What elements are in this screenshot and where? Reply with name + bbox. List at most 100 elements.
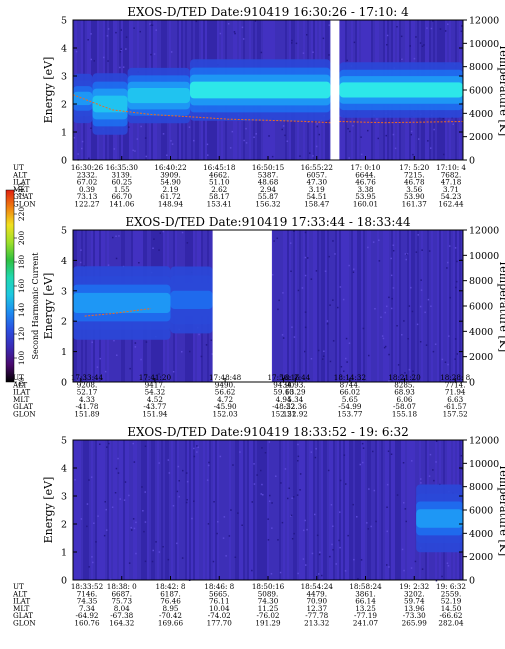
panel-3-ephem-alt-7: 3202. [404, 589, 425, 598]
panel-3-ytick-label-5: 5 [61, 436, 67, 447]
panel-1-y2tick-label-0: 0 [469, 156, 475, 167]
panel-3-ephem-ut-5: 18:54:24 [301, 582, 334, 591]
panel-1-ephem-alt-2: 3909. [160, 170, 181, 179]
panel-2-ephem-mlt-1: 4.52 [147, 395, 163, 404]
panel-1-ephem-alt-5: 6057. [306, 170, 327, 179]
panel-1-ephem-alt-3: 4662. [209, 170, 230, 179]
panel-2-title: EXOS-D/TED Date:910419 17:33:44 - 18:33:… [125, 215, 411, 229]
panel-2-ephem-ilat-3: 59.10 [273, 388, 294, 397]
panel-3-ephem-ilat-3: 76.11 [209, 597, 230, 606]
panel-1-ephem-glon-1: 141.06 [109, 200, 135, 209]
panel-1-ephem-mlt-6: 3.38 [357, 185, 373, 194]
panel-1-ephem-ilat-6: 46.76 [355, 178, 376, 187]
panel-2-ephem-alt-0: 9208. [77, 380, 98, 389]
panel-3-ephem-glat-5: -77.78 [305, 611, 328, 620]
panel-3-ephem-ilat-0: 74.35 [77, 597, 98, 606]
panel-1-ephem-glon-3: 153.41 [207, 200, 232, 209]
panel-3-ephem-alt-8: 2559. [441, 589, 462, 598]
panel-1-y2label: Temperature [K] [497, 44, 505, 136]
panel-1-y2tick-label-4: 8000 [469, 62, 493, 73]
panel-1-ephem-glat-8: 54.23 [441, 192, 462, 201]
panel-2-ephem-alt-1: 9417. [145, 380, 166, 389]
colorbar-tick-label-200: 200 [17, 231, 26, 246]
panel-1-ephem-mlt-0: 0.39 [79, 185, 95, 194]
panel-3-ephem-glon-7: 265.99 [402, 619, 428, 628]
panel-2-ephem-label-glat: GLAT [13, 402, 33, 411]
colorbar-tick-label-160: 160 [17, 279, 26, 294]
panel-1-ephem-glat-7: 53.90 [404, 192, 425, 201]
panel-3-ephem-label-ut: UT [13, 582, 24, 591]
panel-1-ephem-glon-0: 122.27 [74, 200, 100, 209]
panel-3-ephem-ilat-6: 66.14 [355, 597, 376, 606]
colorbar-tick-label-180: 180 [17, 255, 26, 270]
panel-3-ephem-alt-1: 6687. [111, 589, 132, 598]
panel-3-y2tick-label-0: 0 [469, 576, 475, 587]
panel-3-ytick-label-4: 4 [61, 464, 67, 475]
panel-1-band-1-layer-3 [92, 95, 128, 113]
panel-2-y2tick-label-1: 2000 [469, 352, 493, 363]
panel-3-ephem-ilat-1: 75.73 [111, 597, 132, 606]
panel-2-ephem-glat-5: -54.99 [338, 402, 361, 411]
panel-3-ephem-ut-8: 19: 6:32 [436, 582, 466, 591]
panel-1-ephem-ut-6: 17: 0:10 [351, 163, 381, 172]
panel-3-y2tick-label-5: 10000 [469, 459, 499, 470]
panel-1-y2tick-label-1: 2000 [469, 132, 493, 143]
panel-2-ephem-ilat-6: 68.93 [394, 388, 415, 397]
panel-3-y2label: Temperature [K] [497, 464, 505, 556]
panel-3-ephem-label-ilat: ILAT [13, 597, 30, 606]
panel-3-ephem-alt-6: 3861. [355, 589, 376, 598]
panel-1-y2tick-label-6: 12000 [469, 16, 499, 27]
panel-1-ephem-glon-5: 158.47 [304, 200, 330, 209]
panel-3-ephem-glat-2: -70.42 [159, 611, 182, 620]
panel-2-ephem-glon-3: 152.21 [271, 410, 296, 419]
panel-1-ephem-ut-4: 16:50:15 [252, 163, 285, 172]
panel-3-ephem-ilat-7: 59.74 [404, 597, 425, 606]
panel-3-band-0-layer-3 [416, 509, 463, 528]
panel-1-ephem-ut-3: 16:45:18 [203, 163, 236, 172]
panel-3-ephem-mlt-3: 10.04 [209, 604, 230, 613]
panel-2-ephem-ut-3: 17:56:16 [267, 373, 300, 382]
panel-2-ephem-ut-7: 18:28: 8 [440, 373, 470, 382]
panel-2-ephem-alt-5: 8744. [340, 380, 361, 389]
panel-1-ephem-glat-6: 53.95 [355, 192, 376, 201]
panel-1-ephem-mlt-1: 1.55 [114, 185, 130, 194]
panel-3-ephem-label-glon: GLON [13, 619, 36, 628]
panel-2-ephem-alt-7: 7714. [445, 380, 466, 389]
panel-3-ephem-glon-6: 241.07 [353, 619, 379, 628]
panel-1-ephem-alt-4: 5387. [258, 170, 279, 179]
panel-1-ytick-label-1: 1 [61, 128, 67, 139]
panel-1-ephem-ut-8: 17:10: 4 [436, 163, 466, 172]
panel-1-ephem-mlt-7: 3.56 [406, 185, 422, 194]
panel-1-ephem-glat-1: 66.70 [111, 192, 132, 201]
colorbar: 80 100 120 140 160 180 200 220 240 Second Harmoni… [5, 183, 40, 387]
panel-1-ephem-ilat-8: 47.18 [441, 178, 462, 187]
panel-1-ephem-mlt-8: 3.71 [443, 185, 459, 194]
panel-3-ytick-label-1: 1 [61, 548, 67, 559]
panel-1-ephem-glon-7: 161.37 [402, 200, 428, 209]
panel-2-ephem-glon-2: 152.03 [213, 410, 239, 419]
panel-3-ephem-ut-2: 18:42: 8 [156, 582, 186, 591]
panel-2-ephem-ilat-7: 71.94 [445, 388, 466, 397]
panel-2-ephem-mlt-0: 4.33 [79, 395, 95, 404]
panel-2-y2tick-label-6: 12000 [469, 226, 499, 237]
panel-2-data-gap-0 [212, 230, 272, 382]
panel-3-ephem-glat-1: -67.38 [110, 611, 133, 620]
panel-3-ephem-glon-2: 169.66 [158, 619, 184, 628]
panel-3-ephem-mlt-0: 7.34 [79, 604, 95, 613]
panel-2-y2tick-label-4: 8000 [469, 276, 493, 287]
panel-2-ephem-label-alt: ALT [12, 380, 27, 389]
panel-2-band-0-layer-3 [73, 292, 171, 313]
panel-3-ephem-alt-3: 5665. [209, 589, 230, 598]
panel-3-ytick-label-3: 3 [61, 492, 67, 503]
panel-1-band-4-layer-3 [339, 82, 463, 98]
panel-2-ephem-alt-3: 9434. [273, 380, 294, 389]
panel-1-ephem-alt-0: 2332. [77, 170, 98, 179]
panel-3-ephem-glon-0: 160.76 [74, 619, 100, 628]
panel-2-ephem-glon-5: 153.77 [337, 410, 363, 419]
panel-1-ephem-label-glon: GLON [13, 200, 36, 209]
panel-2-ytick-label-5: 5 [61, 226, 67, 237]
colorbar-label: Second Harmonic Current [31, 252, 40, 360]
panel-3-ephem-alt-2: 6187. [160, 589, 181, 598]
panel-3-ephem-alt-0: 7146. [77, 589, 98, 598]
panel-1-ytick-label-3: 3 [61, 72, 67, 83]
